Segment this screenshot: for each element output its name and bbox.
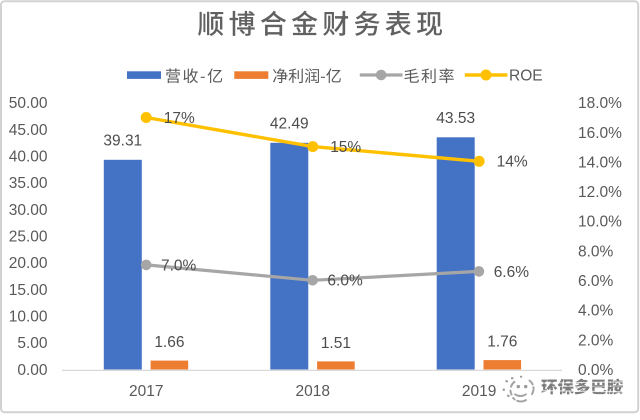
svg-text:42.49: 42.49 [270, 116, 309, 133]
svg-text:6.6%: 6.6% [494, 264, 530, 281]
svg-text:12.0%: 12.0% [578, 184, 622, 201]
svg-text:18.0%: 18.0% [578, 95, 622, 112]
svg-text:8.0%: 8.0% [578, 243, 614, 260]
svg-text:6.0%: 6.0% [327, 273, 363, 290]
svg-text:50.00: 50.00 [9, 95, 48, 112]
svg-text:43.53: 43.53 [436, 110, 475, 127]
svg-text:14%: 14% [497, 154, 528, 171]
svg-text:ROE: ROE [509, 67, 543, 84]
svg-text:5.00: 5.00 [17, 335, 48, 352]
svg-text:39.31: 39.31 [103, 133, 142, 150]
svg-text:6.0%: 6.0% [578, 273, 614, 290]
svg-text:14.0%: 14.0% [578, 154, 622, 171]
svg-text:2017: 2017 [129, 383, 163, 400]
svg-text:7.0%: 7.0% [161, 257, 197, 274]
svg-text:1.76: 1.76 [487, 334, 517, 351]
svg-text:40.00: 40.00 [9, 149, 48, 166]
svg-text:45.00: 45.00 [9, 122, 48, 139]
svg-text:0.00: 0.00 [17, 362, 48, 379]
svg-text:2.0%: 2.0% [578, 332, 614, 349]
svg-text:4.0%: 4.0% [578, 303, 614, 320]
svg-text:1.66: 1.66 [154, 334, 184, 351]
svg-text:0.0%: 0.0% [578, 362, 614, 379]
svg-text:30.00: 30.00 [9, 202, 48, 219]
svg-text:25.00: 25.00 [9, 229, 48, 246]
svg-text:15%: 15% [330, 139, 361, 156]
svg-text:10.00: 10.00 [9, 309, 48, 326]
svg-text:2019: 2019 [462, 383, 496, 400]
svg-text:17%: 17% [164, 110, 195, 127]
svg-text:15.00: 15.00 [9, 282, 48, 299]
svg-text:1.51: 1.51 [321, 335, 351, 352]
svg-text:35.00: 35.00 [9, 175, 48, 192]
svg-text:10.0%: 10.0% [578, 214, 622, 231]
svg-text:16.0%: 16.0% [578, 125, 622, 142]
svg-text:2018: 2018 [295, 383, 329, 400]
svg-text:20.00: 20.00 [9, 255, 48, 272]
